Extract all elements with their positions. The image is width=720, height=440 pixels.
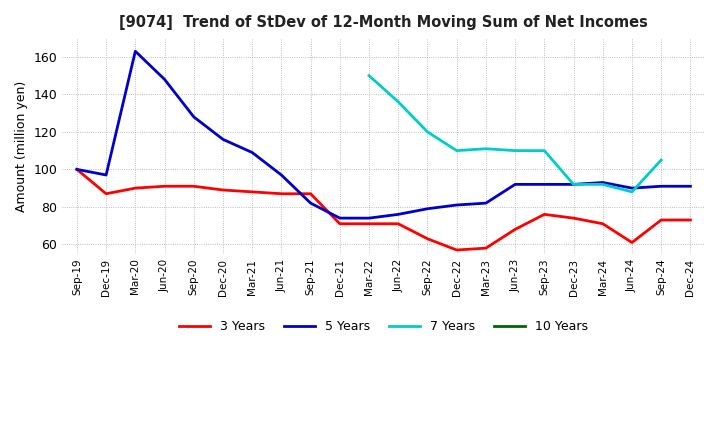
5 Years bbox=[306, 201, 315, 206]
7 Years bbox=[598, 182, 607, 187]
Line: 3 Years: 3 Years bbox=[77, 169, 690, 250]
Line: 7 Years: 7 Years bbox=[369, 76, 661, 192]
Y-axis label: Amount (million yen): Amount (million yen) bbox=[15, 81, 28, 212]
3 Years bbox=[686, 217, 695, 223]
5 Years bbox=[219, 137, 228, 142]
3 Years bbox=[161, 183, 169, 189]
5 Years bbox=[540, 182, 549, 187]
5 Years bbox=[102, 172, 110, 178]
3 Years bbox=[336, 221, 344, 227]
3 Years bbox=[306, 191, 315, 196]
3 Years bbox=[189, 183, 198, 189]
3 Years bbox=[394, 221, 402, 227]
Line: 5 Years: 5 Years bbox=[77, 51, 690, 218]
5 Years bbox=[73, 167, 81, 172]
5 Years bbox=[657, 183, 665, 189]
3 Years bbox=[277, 191, 286, 196]
5 Years bbox=[365, 216, 374, 221]
7 Years bbox=[482, 146, 490, 151]
3 Years bbox=[570, 216, 578, 221]
3 Years bbox=[540, 212, 549, 217]
Title: [9074]  Trend of StDev of 12-Month Moving Sum of Net Incomes: [9074] Trend of StDev of 12-Month Moving… bbox=[120, 15, 648, 30]
3 Years bbox=[452, 247, 461, 253]
5 Years bbox=[482, 201, 490, 206]
3 Years bbox=[73, 167, 81, 172]
3 Years bbox=[365, 221, 374, 227]
7 Years bbox=[628, 189, 636, 194]
5 Years bbox=[510, 182, 519, 187]
7 Years bbox=[657, 158, 665, 163]
5 Years bbox=[423, 206, 432, 211]
5 Years bbox=[394, 212, 402, 217]
3 Years bbox=[510, 227, 519, 232]
7 Years bbox=[570, 182, 578, 187]
5 Years bbox=[598, 180, 607, 185]
5 Years bbox=[189, 114, 198, 120]
3 Years bbox=[423, 236, 432, 242]
3 Years bbox=[248, 189, 256, 194]
5 Years bbox=[277, 172, 286, 178]
3 Years bbox=[657, 217, 665, 223]
5 Years bbox=[336, 216, 344, 221]
5 Years bbox=[161, 77, 169, 82]
5 Years bbox=[628, 186, 636, 191]
7 Years bbox=[510, 148, 519, 153]
7 Years bbox=[365, 73, 374, 78]
5 Years bbox=[686, 183, 695, 189]
7 Years bbox=[394, 99, 402, 105]
3 Years bbox=[131, 186, 140, 191]
7 Years bbox=[452, 148, 461, 153]
5 Years bbox=[248, 150, 256, 155]
7 Years bbox=[423, 129, 432, 135]
7 Years bbox=[540, 148, 549, 153]
Legend: 3 Years, 5 Years, 7 Years, 10 Years: 3 Years, 5 Years, 7 Years, 10 Years bbox=[174, 315, 593, 338]
5 Years bbox=[131, 48, 140, 54]
3 Years bbox=[598, 221, 607, 227]
3 Years bbox=[102, 191, 110, 196]
5 Years bbox=[570, 182, 578, 187]
5 Years bbox=[452, 202, 461, 208]
3 Years bbox=[482, 246, 490, 251]
3 Years bbox=[219, 187, 228, 193]
3 Years bbox=[628, 240, 636, 245]
